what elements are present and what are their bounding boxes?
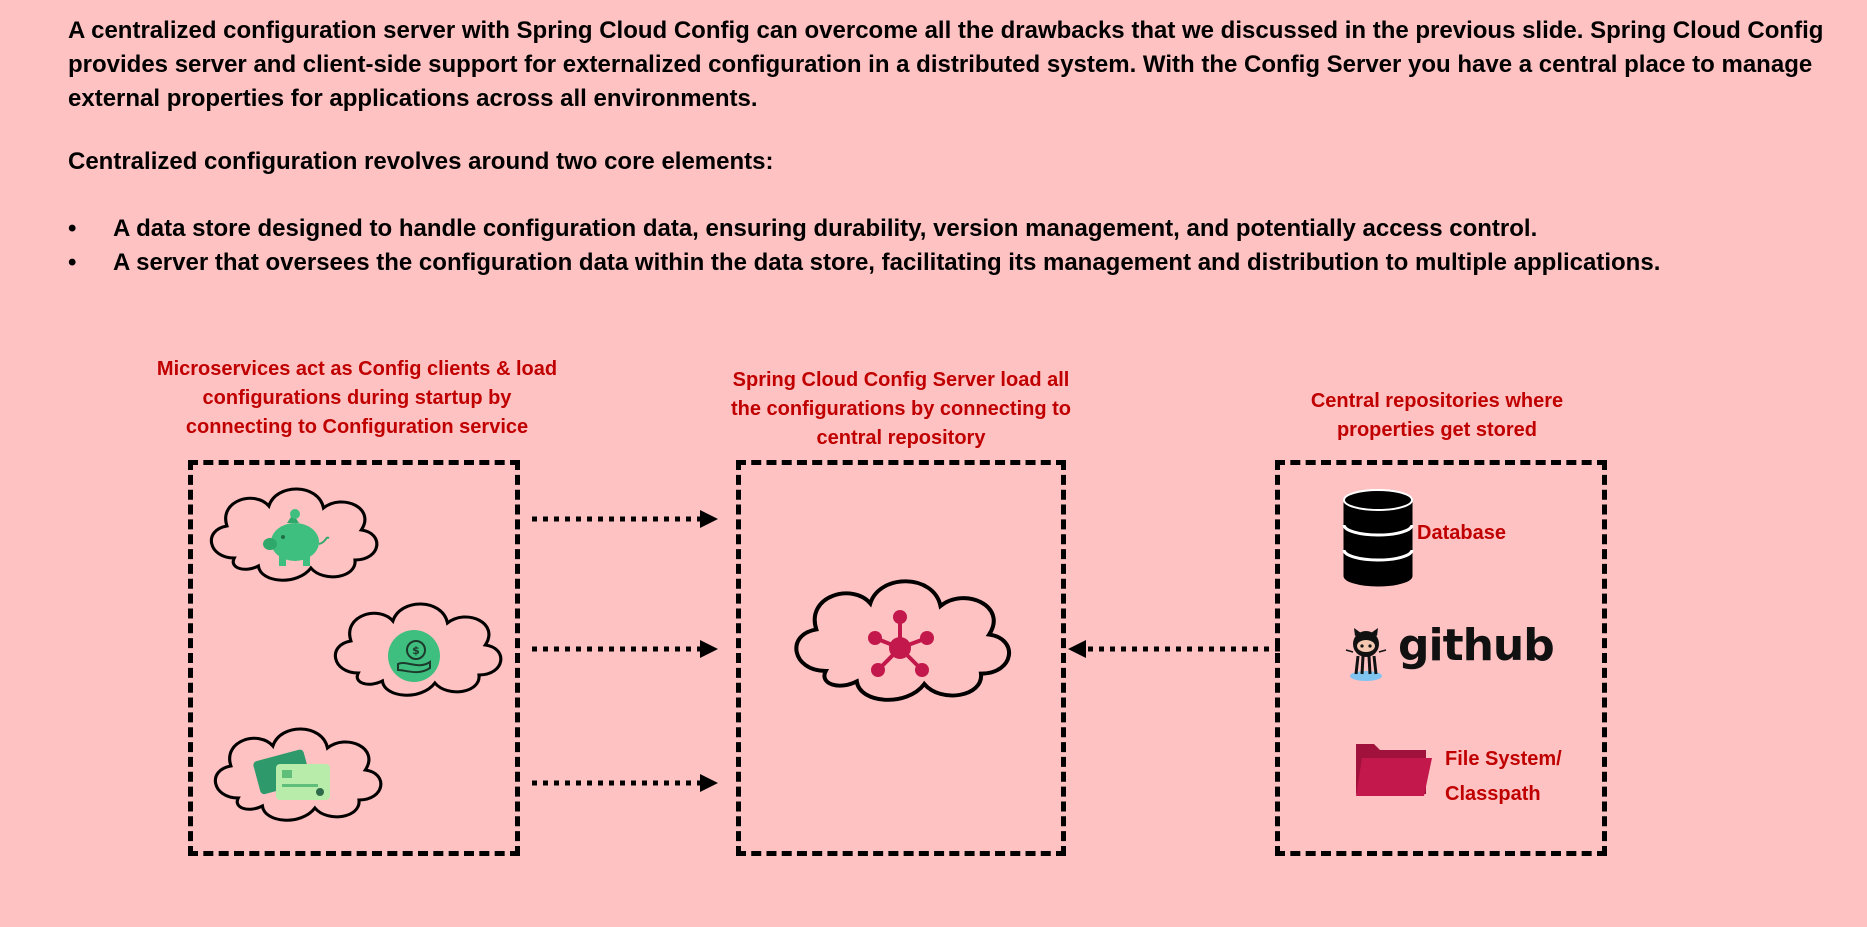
core-elements-heading: Centralized configuration revolves aroun… <box>68 148 774 175</box>
github-octocat-icon <box>1345 628 1387 681</box>
list-item: • A server that oversees the configuratio… <box>68 246 1660 280</box>
intro-paragraph: A centralized configuration server with … <box>68 17 1824 112</box>
bullet-icon: • <box>68 249 77 276</box>
server-caption: Spring Cloud Config Server load all the … <box>731 369 1071 449</box>
svg-text:$: $ <box>412 644 420 657</box>
github-label: github <box>1398 620 1555 671</box>
bullet-icon: • <box>68 215 77 242</box>
hub-network-icon <box>868 610 934 677</box>
clients-caption: Microservices act as Config clients & lo… <box>156 358 558 438</box>
repositories-box <box>1275 460 1607 856</box>
database-icon <box>1342 489 1414 587</box>
arrow-client-1 <box>532 510 718 528</box>
core-elements-list: • A data store designed to handle configu… <box>68 212 1660 280</box>
folder-icon <box>1356 744 1432 796</box>
clients-box <box>188 460 520 856</box>
bullet-text: A data store designed to handle configur… <box>113 215 1538 242</box>
credit-cards-icon <box>253 749 330 800</box>
config-server-box <box>736 460 1066 856</box>
money-hand-icon: $ <box>388 630 440 682</box>
arrow-client-2 <box>532 640 718 658</box>
arrow-client-3 <box>532 774 718 792</box>
database-label: Database <box>1417 522 1506 544</box>
repositories-caption: Central repositories where properties ge… <box>1310 390 1564 441</box>
arrow-repo-to-server <box>1068 640 1280 658</box>
file-system-label: File System/ Classpath <box>1445 748 1562 805</box>
piggy-bank-icon <box>263 509 330 566</box>
bullet-text: A server that oversees the configuration… <box>113 249 1661 276</box>
list-item: • A data store designed to handle configu… <box>68 212 1660 246</box>
